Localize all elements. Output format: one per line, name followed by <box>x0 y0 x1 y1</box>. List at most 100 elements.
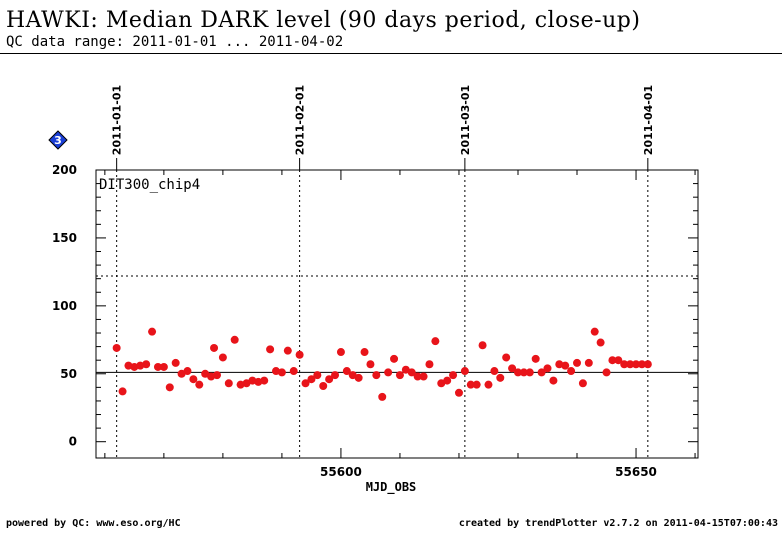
y-tick-label: 100 <box>52 299 77 313</box>
data-point <box>561 361 570 370</box>
data-point <box>283 346 292 355</box>
data-point <box>118 387 127 396</box>
data-point <box>372 371 381 380</box>
y-tick-label: 200 <box>52 163 77 177</box>
data-point <box>230 335 239 344</box>
panel-label: DIT300_chip4 <box>99 177 200 193</box>
data-point <box>183 367 192 376</box>
footer-powered-by: powered by QC: www.eso.org/HC <box>6 518 181 529</box>
data-point <box>419 372 428 381</box>
data-point <box>608 356 617 365</box>
data-point <box>590 327 599 336</box>
data-point <box>336 348 345 357</box>
data-point <box>502 353 511 362</box>
date-marker-label: 2011-02-01 <box>294 85 307 155</box>
data-point <box>153 362 162 371</box>
badge-diamond[interactable] <box>48 130 68 150</box>
x-tick-label: 55600 <box>320 465 362 479</box>
data-point <box>307 375 316 384</box>
data-point <box>584 358 593 367</box>
data-range-subtitle: QC data range: 2011-01-01 ... 2011-04-02 <box>6 34 344 50</box>
data-point <box>148 327 157 336</box>
date-marker-label: 2011-01-01 <box>111 85 124 155</box>
data-point <box>478 341 487 350</box>
data-point <box>513 368 522 377</box>
axes-layer <box>95 169 699 459</box>
data-point <box>508 364 517 373</box>
data-point <box>620 360 629 369</box>
data-point <box>643 360 652 369</box>
data-point <box>301 379 310 388</box>
date-marker-label: 2011-04-01 <box>642 85 655 155</box>
data-point <box>614 356 623 365</box>
data-point <box>390 354 399 363</box>
data-point <box>313 371 322 380</box>
data-point <box>573 358 582 367</box>
data-point <box>449 371 458 380</box>
data-point <box>342 367 351 376</box>
data-point <box>325 375 334 384</box>
data-point <box>443 376 452 385</box>
data-point <box>637 360 646 369</box>
data-point <box>525 368 534 377</box>
header-divider <box>0 53 782 54</box>
data-point <box>596 338 605 347</box>
data-point <box>195 380 204 389</box>
data-point <box>466 380 475 389</box>
data-point <box>354 373 363 382</box>
data-point <box>490 367 499 376</box>
data-point <box>366 360 375 369</box>
y-tick-label: 0 <box>69 435 77 449</box>
data-point <box>142 360 151 369</box>
data-point <box>543 364 552 373</box>
x-axis-label: MJD_OBS <box>366 480 417 495</box>
points-layer <box>112 327 652 401</box>
data-point <box>454 388 463 397</box>
data-point <box>531 354 540 363</box>
data-point <box>159 362 168 371</box>
data-point <box>626 360 635 369</box>
data-point <box>289 367 298 376</box>
data-point <box>519 368 528 377</box>
data-point <box>295 350 304 359</box>
data-point <box>425 360 434 369</box>
data-point <box>384 368 393 377</box>
data-point <box>496 373 505 382</box>
data-point <box>165 383 174 392</box>
data-point <box>549 376 558 385</box>
data-point <box>632 360 641 369</box>
data-point <box>413 372 422 381</box>
labels-layer: 2011-01-01 2011-02-01 2011-03-01 2011-04-01… <box>52 85 657 495</box>
data-point <box>407 368 416 377</box>
data-point <box>460 367 469 376</box>
data-point <box>266 345 275 354</box>
data-point <box>171 358 180 367</box>
y-tick-label: 50 <box>60 367 77 381</box>
data-point <box>602 368 611 377</box>
page-title: HAWKI: Median DARK level (90 days period… <box>6 8 641 33</box>
data-point <box>260 376 269 385</box>
data-point <box>578 379 587 388</box>
data-point <box>360 348 369 357</box>
badge-label: 3 <box>54 134 62 147</box>
plot-frame <box>95 169 699 459</box>
data-point <box>472 380 481 389</box>
data-point <box>319 382 328 390</box>
data-point <box>395 371 404 380</box>
y-tick-label: 150 <box>52 231 77 245</box>
data-point <box>112 343 121 352</box>
data-point <box>431 337 440 346</box>
grid-layer <box>96 158 698 458</box>
data-point <box>277 368 286 377</box>
x-tick-label: 55650 <box>615 465 657 479</box>
data-point <box>484 380 493 389</box>
data-point <box>189 375 198 384</box>
data-point <box>212 371 221 380</box>
data-point <box>218 353 227 362</box>
footer-created-by: created by trendPlotter v2.7.2 on 2011-0… <box>458 518 778 529</box>
data-point <box>537 368 546 377</box>
data-point <box>378 392 387 401</box>
diamond-badge-icon[interactable]: 3 <box>48 130 68 150</box>
data-point <box>224 379 233 388</box>
